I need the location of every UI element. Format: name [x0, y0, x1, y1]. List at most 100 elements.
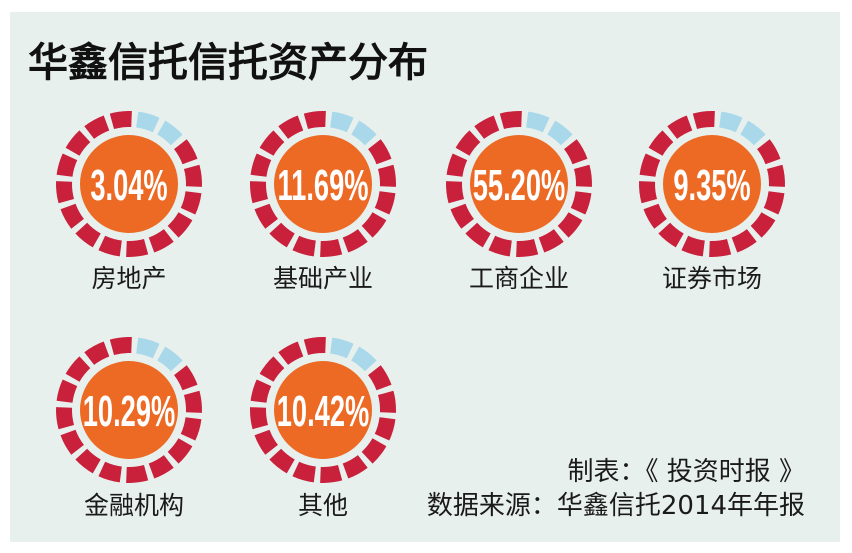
value-circle [80, 135, 178, 233]
ring-segment [320, 238, 343, 257]
value-circle [80, 361, 178, 459]
ring-segment [60, 429, 84, 455]
value-circle [274, 135, 372, 233]
ring-segment [269, 448, 295, 474]
ring-segment [56, 407, 75, 430]
ring-segment [259, 356, 285, 382]
ring-segment [167, 212, 193, 238]
ring-segment [292, 235, 316, 257]
segmented-ring [56, 111, 202, 257]
ring-segment [320, 464, 343, 483]
ring-segment [681, 235, 705, 257]
ring-segment [254, 429, 278, 455]
ring-segment [709, 238, 732, 257]
credit-note: 制表：《 投资时报 》 [567, 457, 805, 487]
ring-segment [250, 153, 272, 177]
ring-segment [455, 130, 481, 156]
ring-segment [180, 191, 202, 215]
ring-segment [750, 212, 776, 238]
value-circle [663, 135, 761, 233]
ring-accent-segment [136, 337, 160, 359]
ring-item-industrial-commercial: 55.20% 工商企业 [446, 111, 592, 293]
ring-segment [465, 222, 491, 248]
value-label: 10.42% [277, 386, 369, 435]
ring-accent-segment [136, 111, 160, 133]
ring-segment [643, 203, 667, 229]
value-circle [470, 135, 568, 233]
ring-segment [250, 407, 269, 430]
ring-segment [75, 448, 101, 474]
segmented-ring [250, 337, 396, 483]
ring-segment [250, 181, 269, 204]
ring-accent-segment [351, 346, 377, 372]
ring-segment [174, 365, 198, 391]
ring-segment [377, 390, 396, 413]
ring-segment [766, 164, 785, 187]
ring-segment [692, 111, 715, 130]
ring-item-other: 10.42% 其他 [250, 337, 396, 520]
ring-accent-segment [330, 111, 354, 133]
segmented-ring [250, 111, 396, 257]
ring-segment [446, 153, 468, 177]
ring-segment [342, 455, 368, 479]
ring-segment [368, 365, 392, 391]
source-note: 数据来源：华鑫信托2014年年报 [427, 491, 805, 521]
ring-segment [446, 181, 465, 204]
ring-segment [278, 115, 304, 139]
ring-segment [109, 111, 132, 130]
ring-segment [516, 238, 539, 257]
value-label: 10.29% [83, 386, 175, 435]
ring-segment [56, 181, 75, 204]
ring-segment [65, 356, 91, 382]
category-label: 基础产业 [273, 264, 373, 293]
ring-segment [167, 438, 193, 464]
ring-segment [98, 235, 122, 257]
ring-segment [361, 438, 387, 464]
ring-segment [450, 203, 474, 229]
ring-segment [84, 115, 110, 139]
ring-segment [60, 203, 84, 229]
ring-accent-segment [526, 111, 550, 133]
ring-segment [488, 235, 512, 257]
ring-segment [126, 238, 149, 257]
ring-segment [374, 191, 396, 215]
ring-segment [269, 222, 295, 248]
ring-segment [259, 130, 285, 156]
ring-segment [374, 417, 396, 441]
value-label: 3.04% [90, 160, 167, 209]
ring-segment [538, 229, 564, 253]
ring-segment [499, 111, 522, 130]
ring-segment [292, 461, 316, 483]
ring-segment [573, 164, 592, 187]
value-label: 11.69% [278, 160, 369, 209]
ring-segment [303, 111, 326, 130]
ring-segment [183, 164, 202, 187]
ring-segment [667, 115, 693, 139]
ring-segment [658, 222, 684, 248]
ring-accent-segment [157, 346, 183, 372]
value-label: 55.20% [473, 160, 565, 209]
category-label: 房地产 [91, 264, 166, 293]
ring-segment [474, 115, 500, 139]
ring-segment [639, 181, 658, 204]
ring-item-infrastructure: 11.69% 基础产业 [250, 111, 396, 293]
segmented-ring [446, 111, 592, 257]
ring-segment [109, 337, 132, 356]
ring-segment [98, 461, 122, 483]
chart-title: 华鑫信托信托资产分布 [28, 40, 428, 86]
ring-segment [648, 130, 674, 156]
ring-segment [731, 229, 757, 253]
ring-segment [148, 455, 174, 479]
ring-segment [557, 212, 583, 238]
category-label: 金融机构 [84, 491, 184, 520]
ring-segment [254, 203, 278, 229]
ring-segment [183, 390, 202, 413]
ring-item-real-estate: 3.04% 房地产 [56, 111, 202, 293]
ring-segment [75, 222, 101, 248]
segmented-ring [56, 337, 202, 483]
ring-segment [180, 417, 202, 441]
category-label: 其他 [298, 491, 348, 520]
ring-segment [56, 379, 78, 403]
ring-accent-segment [547, 120, 573, 146]
